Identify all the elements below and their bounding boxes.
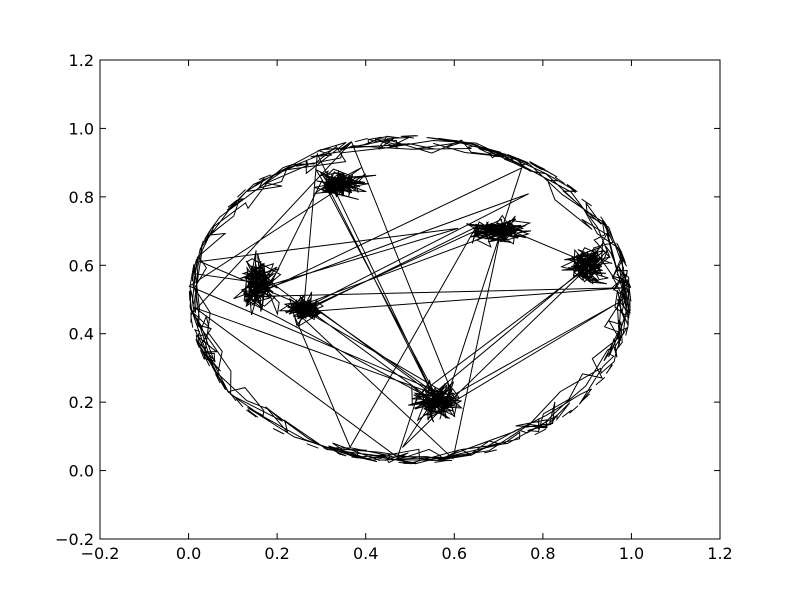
crossing-trace [188,140,625,460]
y-tick-label: 1.0 [69,119,94,138]
y-tick-label: 0.8 [69,188,94,207]
rim-segments [188,135,631,465]
y-tick-label: 0.6 [69,256,94,275]
y-tick-label: −0.2 [55,530,94,549]
y-tick-label: 1.2 [69,51,94,70]
boundary-trace [189,135,632,465]
axis-ticks: −0.2 0.0 0.2 0.4 0.6 0.8 1.0 1.2 −0.2 0.0 0.2 0.4 0.… [55,51,733,563]
cluster-trace-1 [314,166,377,200]
cluster-trace-3 [278,291,324,328]
x-tick-label: −0.2 [81,544,120,563]
x-tick-label: 0.2 [264,544,289,563]
cluster-trace-6 [560,241,613,285]
y-tick-label: 0.4 [69,325,94,344]
cluster-trace-2 [233,250,282,316]
x-tick-label: 1.0 [619,544,644,563]
x-tick-label: 0.8 [530,544,555,563]
plot-frame [99,59,721,540]
x-tick-label: 0.6 [442,544,467,563]
line-series [188,135,632,465]
x-tick-label: 1.2 [707,544,732,563]
x-tick-label: 0.4 [353,544,378,563]
x-tick-label: 0.0 [176,544,201,563]
y-tick-label: 0.2 [69,393,94,412]
y-tick-label: 0.0 [69,462,94,481]
